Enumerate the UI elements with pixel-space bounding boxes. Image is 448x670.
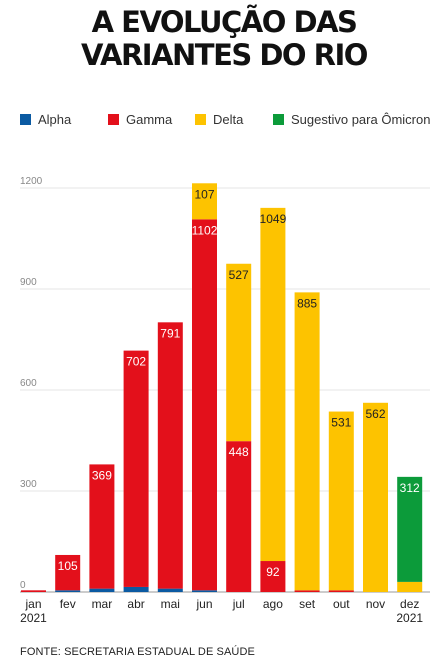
y-tick-label: 0: [20, 580, 26, 591]
data-label: 1049: [260, 212, 287, 226]
data-label: 312: [400, 481, 420, 495]
bar-gamma-6: [226, 441, 252, 592]
legend-swatch-omicron: [273, 114, 284, 125]
data-label: 531: [331, 416, 351, 430]
bar-delta-9: [328, 411, 354, 591]
bar-gamma-9: [328, 590, 354, 592]
legend-label-gamma: Gamma: [126, 112, 173, 127]
x-tick-label: jun: [195, 597, 212, 611]
x-tick-label: ago: [263, 597, 283, 611]
data-label: 107: [194, 187, 214, 201]
data-label: 702: [126, 355, 146, 369]
bar-sugestivo-11: [397, 476, 423, 582]
x-tick-label: 2021: [20, 611, 47, 625]
bar-delta-11: [397, 581, 423, 592]
source-note: FONTE: SECRETARIA ESTADUAL DE SAÚDE: [20, 646, 255, 658]
data-label: 791: [160, 326, 180, 340]
y-tick-label: 600: [20, 378, 37, 389]
legend-swatch-alpha: [20, 114, 31, 125]
bar-alpha-5: [192, 590, 217, 592]
x-tick-label: 2021: [396, 611, 423, 625]
bar-gamma-3: [123, 350, 149, 587]
x-tick-label: mar: [92, 597, 113, 611]
legend-label-delta: Delta: [213, 112, 244, 127]
bar-delta-8: [294, 292, 320, 591]
data-label: 92: [266, 565, 280, 579]
legend-label-omicron: Sugestivo para Ômicron: [291, 112, 431, 127]
bar-delta-7: [260, 207, 286, 562]
legend: Alpha Gamma Delta Sugestivo para Ômicron: [20, 112, 440, 130]
data-label: 1102: [192, 223, 218, 237]
bar-alpha-3: [123, 586, 149, 592]
x-tick-label: abr: [127, 597, 144, 611]
x-tick-label: out: [333, 597, 350, 611]
data-label: 562: [365, 407, 385, 421]
legend-item-alpha: Alpha: [20, 112, 71, 127]
bar-gamma-2: [89, 464, 115, 589]
x-tick-label: mai: [161, 597, 180, 611]
data-label: 369: [92, 468, 112, 482]
x-tick-label: jul: [232, 597, 245, 611]
bar-gamma-1: [55, 554, 81, 591]
y-tick-label: 300: [20, 479, 37, 490]
data-label: 448: [229, 445, 249, 459]
y-tick-label: 900: [20, 277, 37, 288]
bar-delta-6: [226, 263, 252, 442]
legend-item-delta: Delta: [195, 112, 243, 127]
chart-title: A EVOLUÇÃO DAS VARIANTES DO RIO: [0, 6, 448, 72]
bar-gamma-0: [21, 590, 46, 592]
bar-delta-10: [363, 402, 388, 592]
x-tick-label: jan: [24, 597, 41, 611]
data-label: 527: [229, 268, 249, 282]
x-tick-label: dez: [400, 597, 419, 611]
legend-item-omicron: Sugestivo para Ômicron: [273, 112, 430, 127]
bar-alpha-2: [89, 588, 115, 592]
data-label: 885: [297, 296, 317, 310]
bar-gamma-7: [260, 561, 286, 592]
legend-swatch-delta: [195, 114, 206, 125]
title-line-1: A EVOLUÇÃO DAS: [91, 5, 358, 39]
bar-gamma-8: [294, 590, 320, 592]
legend-item-gamma: Gamma: [108, 112, 172, 127]
bar-gamma-4: [157, 322, 183, 589]
x-tick-label: set: [299, 597, 316, 611]
bar-gamma-5: [192, 219, 217, 591]
data-label: 105: [58, 559, 78, 573]
bar-alpha-4: [157, 588, 183, 592]
bar-alpha-1: [55, 590, 81, 592]
title-line-2: VARIANTES DO RIO: [81, 38, 368, 72]
x-tick-label: nov: [366, 597, 385, 611]
legend-label-alpha: Alpha: [38, 112, 72, 127]
bar-delta-5: [192, 183, 217, 220]
legend-swatch-gamma: [108, 114, 119, 125]
x-tick-label: fev: [60, 597, 76, 611]
y-tick-label: 1200: [20, 176, 43, 187]
